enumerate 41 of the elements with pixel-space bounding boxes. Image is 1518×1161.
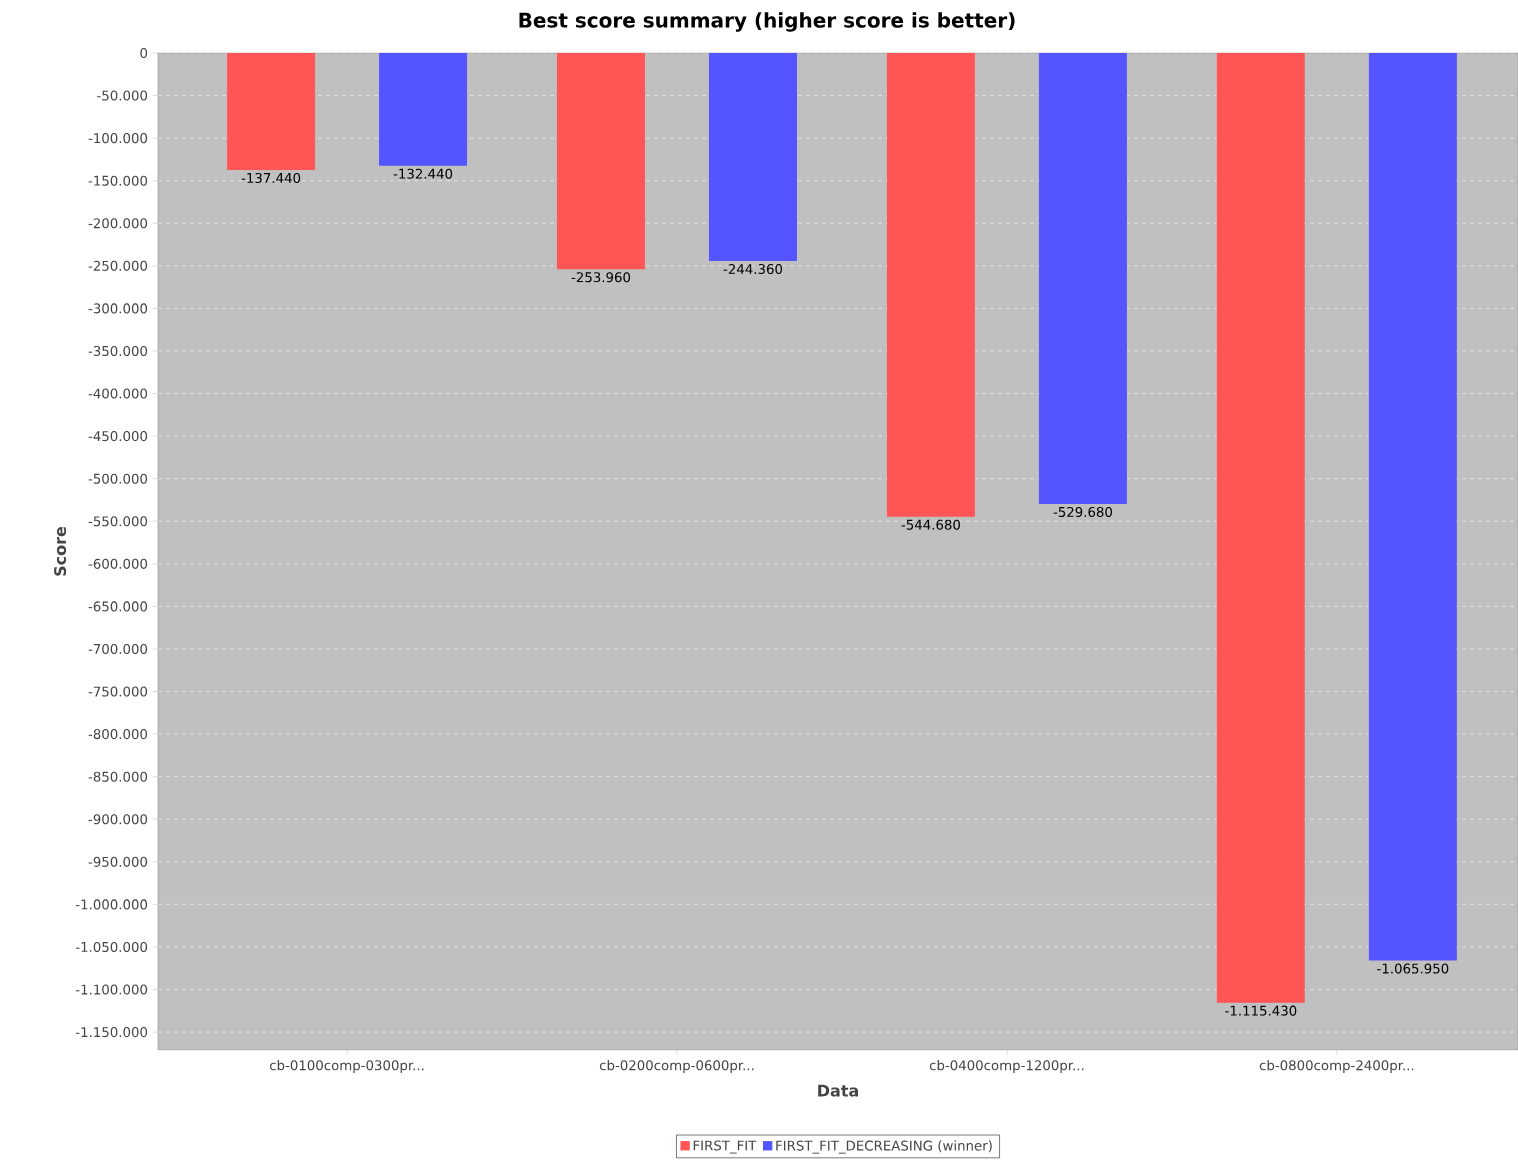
data-label: -1.065.950: [1377, 963, 1449, 974]
data-label: -544.680: [901, 519, 961, 530]
y-tick-label: -50.000: [97, 90, 148, 101]
y-tick-label: -300.000: [88, 303, 148, 314]
legend-label: FIRST_FIT: [693, 1140, 757, 1154]
y-tick-label: -850.000: [88, 771, 148, 782]
y-tick-label: -1.150.000: [75, 1027, 148, 1038]
y-tick-label: -900.000: [88, 814, 148, 825]
y-tick-label: -600.000: [88, 558, 148, 569]
x-tick-label: cb-0400comp-1200pr...: [929, 1060, 1084, 1073]
y-axis-title: Score: [54, 526, 67, 576]
y-tick-label: -1.050.000: [75, 941, 148, 953]
x-tick-label: cb-0100comp-0300pr...: [269, 1060, 424, 1073]
x-tick-label: cb-0200comp-0600pr...: [599, 1060, 754, 1073]
chart-title: Best score summary (higher score is better): [519, 12, 1015, 32]
y-tick-label: -700.000: [88, 643, 148, 655]
y-tick-label: -650.000: [88, 601, 148, 612]
y-tick-label: -250.000: [88, 260, 148, 271]
y-tick-label: -500.000: [88, 473, 148, 484]
data-label: -244.360: [723, 263, 783, 275]
y-tick-label: -800.000: [88, 729, 148, 740]
data-label: -253.960: [571, 272, 631, 283]
data-label: -1.115.430: [1225, 1005, 1297, 1016]
y-tick-label: -1.100.000: [75, 984, 148, 995]
y-tick-label: -550.000: [88, 516, 148, 527]
y-tick-label: -200.000: [88, 218, 148, 229]
y-tick-label: 0: [140, 47, 148, 59]
legend-label: FIRST_FIT_DECREASING (winner): [776, 1140, 992, 1154]
y-tick-label: -350.000: [88, 345, 148, 357]
y-tick-label: -400.000: [88, 388, 148, 399]
y-tick-label: -950.000: [88, 856, 148, 867]
x-axis-title: Data: [818, 1084, 859, 1097]
data-label: -137.440: [241, 172, 301, 184]
y-tick-label: -450.000: [88, 431, 148, 442]
y-tick-label: -150.000: [88, 175, 148, 186]
y-tick-label: -100.000: [88, 133, 148, 144]
y-tick-label: -750.000: [88, 686, 148, 697]
y-tick-label: -1.000.000: [75, 899, 148, 910]
data-label: -132.440: [393, 168, 453, 179]
x-tick-label: cb-0800comp-2400pr...: [1259, 1060, 1414, 1073]
data-label: -529.680: [1053, 506, 1113, 517]
